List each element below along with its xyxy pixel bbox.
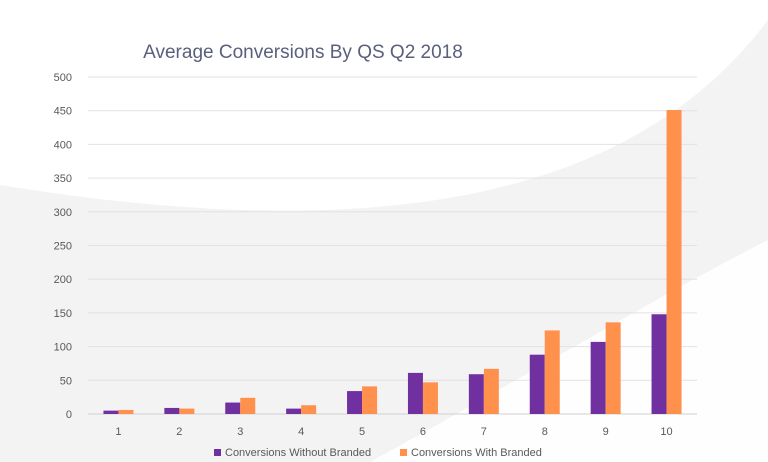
- bar-without-branded-9: [590, 341, 606, 414]
- legend: Conversions Without Branded Conversions W…: [214, 447, 542, 459]
- x-tick-label: 4: [298, 426, 304, 438]
- bar-with-branded-8: [544, 330, 560, 414]
- bar-with-branded-1: [118, 409, 134, 414]
- y-axis-tick-labels: 0 50 100 150 200 250 300 350 400 450 500: [54, 72, 72, 421]
- bar-without-branded-4: [286, 408, 302, 414]
- y-tick-label: 350: [54, 173, 72, 185]
- background-swoosh-top: [0, 0, 768, 211]
- bar-without-branded-3: [225, 402, 241, 414]
- x-tick-label: 5: [359, 426, 365, 438]
- y-tick-label: 150: [54, 308, 72, 320]
- x-axis-tick-labels: 1 2 3 4 5 6 7 8 9 10: [115, 426, 672, 438]
- y-tick-label: 250: [54, 241, 72, 253]
- bar-without-branded-1: [103, 410, 119, 414]
- x-tick-label: 7: [481, 426, 487, 438]
- y-tick-label: 100: [54, 342, 72, 354]
- bar-with-branded-10: [666, 110, 682, 414]
- chart-title: Average Conversions By QS Q2 2018: [143, 42, 463, 63]
- legend-swatch: [400, 449, 407, 456]
- bar-with-branded-3: [240, 397, 256, 414]
- legend-label: Conversions Without Branded: [225, 447, 371, 459]
- bar-without-branded-10: [651, 314, 667, 414]
- x-tick-label: 1: [115, 426, 121, 438]
- legend-label: Conversions With Branded: [411, 447, 542, 459]
- bar-without-branded-8: [529, 354, 545, 414]
- bar-without-branded-7: [468, 374, 484, 414]
- bar-without-branded-5: [347, 391, 363, 414]
- legend-swatch: [214, 449, 221, 456]
- x-tick-label: 6: [420, 426, 426, 438]
- y-tick-label: 450: [54, 106, 72, 118]
- y-tick-label: 50: [60, 375, 72, 387]
- background-swoosh-bottom: [370, 240, 768, 462]
- gridlines: [88, 76, 697, 415]
- x-tick-label: 10: [660, 426, 672, 438]
- bar-with-branded-7: [483, 368, 499, 414]
- x-tick-label: 2: [176, 426, 182, 438]
- bar-without-branded-2: [164, 407, 180, 414]
- y-tick-label: 400: [54, 139, 72, 151]
- y-tick-label: 200: [54, 274, 72, 286]
- bar-with-branded-9: [605, 322, 621, 414]
- y-tick-label: 300: [54, 207, 72, 219]
- bar-with-branded-2: [179, 408, 195, 414]
- y-tick-label: 0: [66, 409, 72, 421]
- x-tick-label: 8: [542, 426, 548, 438]
- x-tick-label: 3: [237, 426, 243, 438]
- bar-with-branded-5: [362, 386, 378, 414]
- bars: [103, 110, 682, 414]
- bar-with-branded-4: [301, 405, 317, 414]
- bar-with-branded-6: [422, 382, 438, 414]
- x-tick-label: 9: [603, 426, 609, 438]
- bar-without-branded-6: [407, 372, 423, 414]
- y-tick-label: 500: [54, 72, 72, 84]
